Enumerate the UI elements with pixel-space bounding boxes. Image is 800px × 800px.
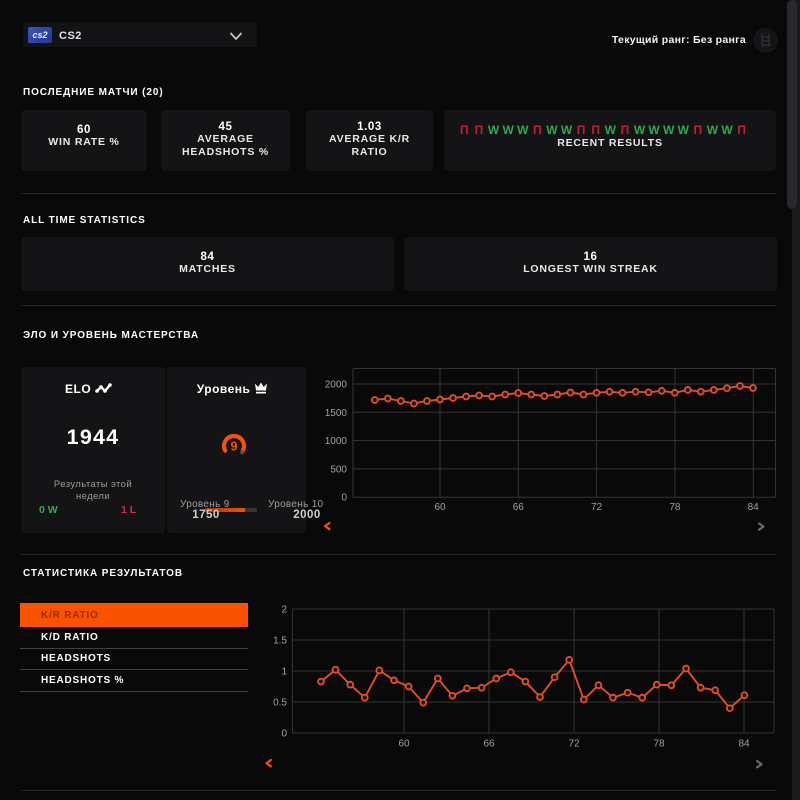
svg-text:0: 0 — [341, 493, 347, 504]
svg-text:0.5: 0.5 — [273, 698, 287, 709]
svg-text:60: 60 — [398, 739, 410, 750]
svg-text:84: 84 — [748, 502, 760, 513]
svg-text:78: 78 — [669, 502, 681, 513]
svg-text:2: 2 — [281, 605, 287, 616]
svg-text:66: 66 — [513, 502, 525, 513]
svg-text:78: 78 — [653, 739, 665, 750]
svg-text:1.5: 1.5 — [273, 636, 287, 647]
svg-text:60: 60 — [434, 502, 446, 513]
svg-text:84: 84 — [738, 739, 750, 750]
svg-text:500: 500 — [330, 464, 347, 475]
svg-text:66: 66 — [483, 739, 495, 750]
svg-text:1500: 1500 — [325, 408, 348, 419]
svg-text:1: 1 — [281, 667, 287, 678]
svg-text:2000: 2000 — [325, 380, 348, 391]
svg-text:0: 0 — [281, 729, 287, 740]
svg-text:72: 72 — [568, 739, 580, 750]
svg-text:9: 9 — [231, 440, 238, 454]
svg-text:1000: 1000 — [325, 436, 348, 447]
svg-text:72: 72 — [591, 502, 603, 513]
